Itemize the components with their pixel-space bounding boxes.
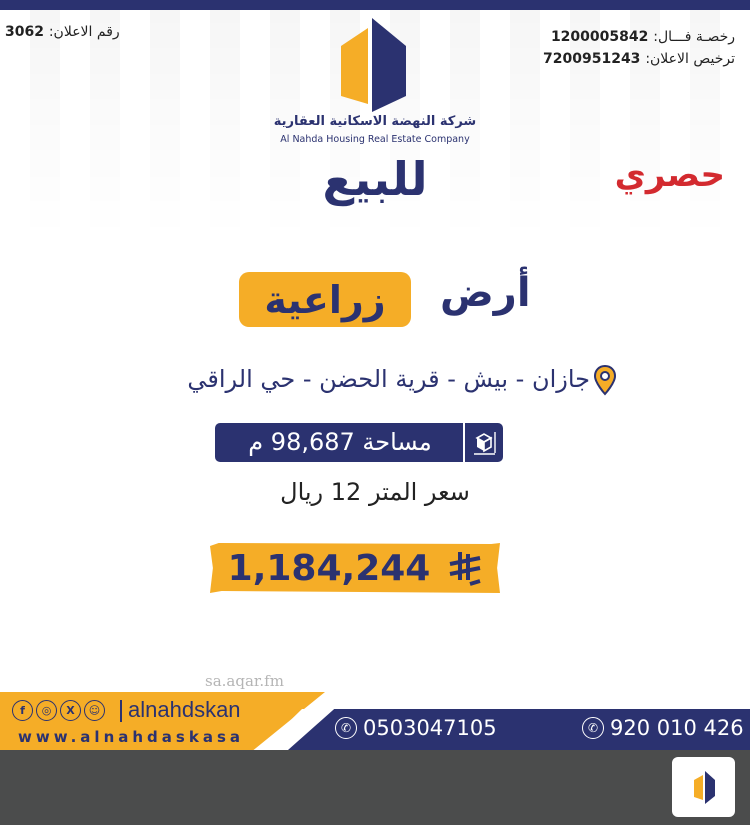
social-handle[interactable]: alnahdskan [128,697,241,722]
phone-unified[interactable]: ✆ 920 010 426 [582,716,744,740]
fal-license-label: رخصـة فـــال: [653,29,735,45]
website-link[interactable]: www.alnahdaskasa [18,728,244,746]
company-name-ar: شركة النهضة الاسكانية العقارية [273,114,477,129]
watermark: sa.aqar.fm [205,672,284,690]
company-logo [341,18,406,112]
company-name-en: Al Nahda Housing Real Estate Company [280,134,470,145]
land-type-pill: زراعية [239,272,411,327]
phone-icon: ✆ [335,717,357,739]
ad-license-value: 7200951243 [543,51,641,67]
ad-number-value: 3062 [5,24,44,40]
ad-number-label: رقم الاعلان: [48,24,120,40]
land-label: أرض [440,270,531,316]
footer-phone-band [288,709,750,750]
total-price: 1,184,244 [227,547,431,589]
divider [463,423,465,462]
fal-license-value: 1200005842 [550,29,649,45]
instagram-icon[interactable]: ◎ [36,700,57,721]
social-icons: f ◎ X ☺ [12,700,105,721]
ad-number: رقم الاعلان: 3062 [5,24,120,41]
company-logo [693,771,715,804]
location-text: جازان - بيش - قرية الحضن - حي الراقي [187,365,590,393]
ad-license: ترخيص الاعلان: 7200951243 [543,51,735,68]
ad-license-label: ترخيص الاعلان: [645,51,735,67]
saudi-riyal-icon [449,552,481,586]
area-text: مساحة 98,687 م [248,428,432,456]
phone-mobile[interactable]: ✆ 0503047105 [335,716,497,740]
total-price-box: 1,184,244 [210,543,500,593]
location-pin-icon [593,364,617,396]
phone-unified-number: 920 010 426 [610,716,744,740]
mini-company-logo [672,757,735,817]
fal-license: رخصـة فـــال: 1200005842 [551,29,735,46]
exclusive-badge: حصري [614,155,725,195]
phone-icon: ✆ [582,717,604,739]
phone-mobile-number: 0503047105 [363,716,497,740]
x-icon[interactable]: X [60,700,81,721]
snapchat-icon[interactable]: ☺ [84,700,105,721]
divider [120,700,122,722]
area-cube-icon [474,432,496,455]
land-type: زراعية [264,277,386,322]
area-box: مساحة 98,687 م [215,423,503,462]
for-sale-heading: للبيع [322,152,428,206]
top-bar [0,0,750,10]
facebook-icon[interactable]: f [12,700,33,721]
bottom-bar [0,750,750,825]
price-per-meter: سعر المتر 12 ريال [280,478,470,506]
